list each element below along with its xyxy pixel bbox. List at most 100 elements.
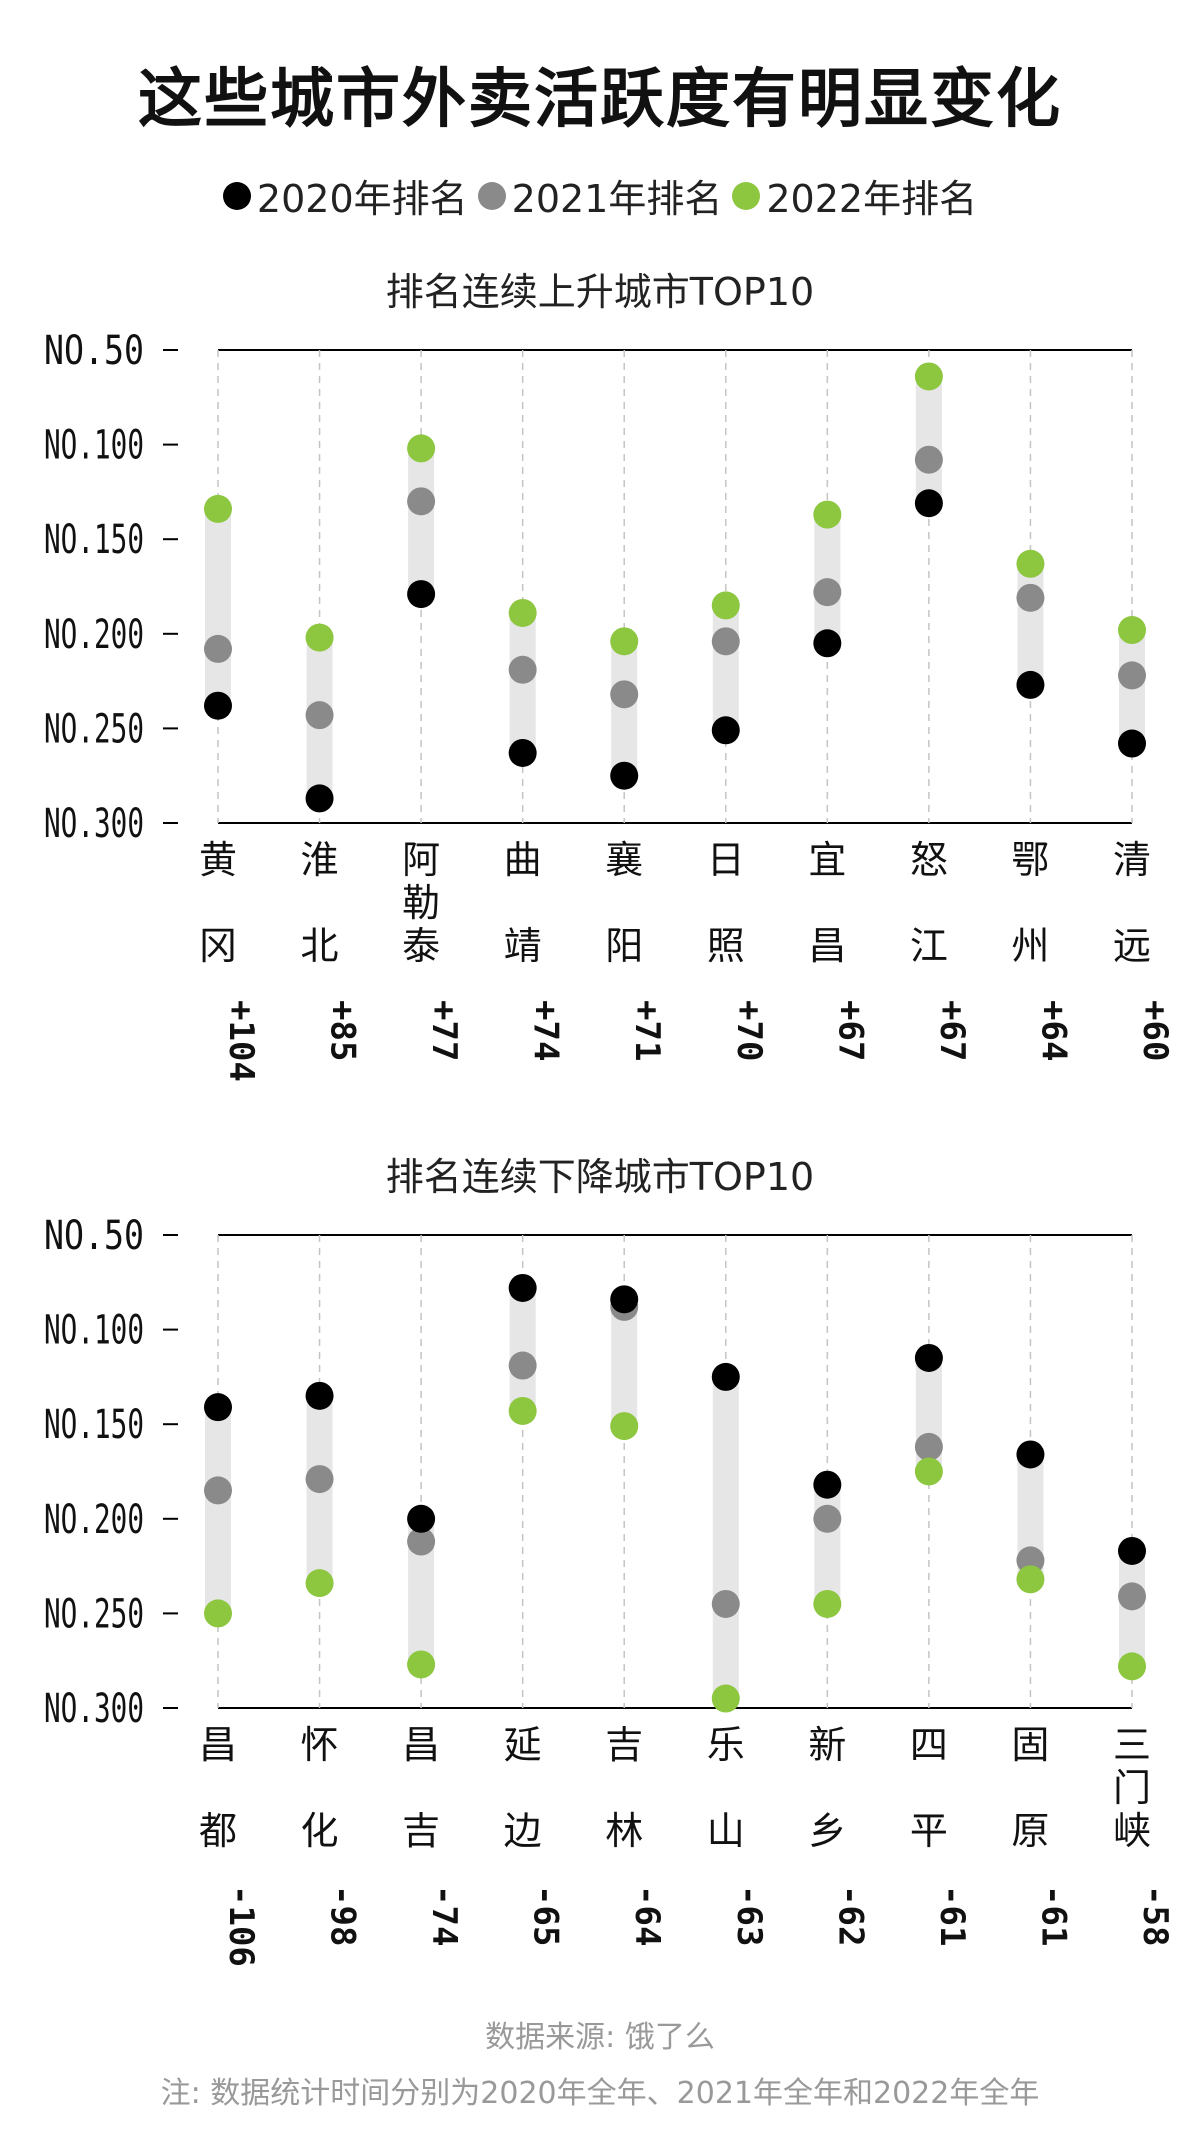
x-category-label: 靖 <box>504 924 542 968</box>
rank-dot <box>305 784 334 813</box>
rank-dot <box>1118 1582 1146 1611</box>
x-category-label: 勒 <box>402 881 440 925</box>
legend-dot-2022 <box>732 181 761 210</box>
y-tick-label: NO.300 <box>44 801 144 847</box>
rank-dot <box>610 680 639 709</box>
rising-cities-chart: 排名连续上升城市TOP10 NO.50 NO.100 NO.150 NO.200 NO.2… <box>44 270 1175 1082</box>
y-tick-label: NO.300 <box>44 1686 144 1732</box>
rank-dot <box>305 1465 334 1494</box>
x-category-label: 泰 <box>402 924 440 968</box>
rank-dot <box>508 598 537 627</box>
x-category-label: 淮 <box>301 838 339 882</box>
x-category-label: 清 <box>1113 838 1151 882</box>
rank-dot <box>305 623 334 652</box>
rank-dot <box>711 591 740 620</box>
rank-dot <box>305 701 334 730</box>
rank-dot <box>407 1527 436 1556</box>
change-label: -98 <box>323 1885 363 1946</box>
rank-dot <box>914 1457 943 1486</box>
change-label: +74 <box>526 1000 566 1061</box>
x-category-label: 日 <box>707 838 745 882</box>
legend-dot-2021 <box>477 181 506 210</box>
range-bar <box>408 448 435 595</box>
change-label: +67 <box>830 1000 870 1061</box>
change-label: -64 <box>627 1885 667 1946</box>
rank-dot <box>813 629 842 658</box>
x-category-label: 边 <box>504 1809 542 1853</box>
range-bar <box>915 376 942 504</box>
rank-dot <box>305 1569 334 1598</box>
x-category-label: 怒 <box>910 838 948 882</box>
x-category-label: 冈 <box>199 924 237 968</box>
rank-dot <box>610 1285 639 1314</box>
change-label: +60 <box>1135 1000 1175 1061</box>
change-label: -106 <box>221 1885 261 1967</box>
change-label: -61 <box>1033 1885 1073 1946</box>
rank-dot <box>813 1470 842 1499</box>
rank-dot <box>813 578 842 607</box>
rank-dot <box>204 634 232 663</box>
y-tick-label: NO.100 <box>44 1308 144 1354</box>
x-category-label: 峡 <box>1113 1809 1151 1853</box>
x-category-label: 照 <box>707 924 745 968</box>
y-tick-label: NO.50 <box>44 1213 144 1259</box>
x-category-label: 昌 <box>402 1723 440 1767</box>
rank-dot <box>914 445 943 474</box>
rank-dot <box>508 1351 537 1380</box>
rank-dot <box>508 1396 537 1425</box>
change-label: -65 <box>526 1885 566 1946</box>
change-label: +70 <box>729 1000 769 1061</box>
change-label: -61 <box>932 1885 972 1946</box>
x-category-label: 远 <box>1113 924 1151 968</box>
x-category-label: 曲 <box>504 838 542 882</box>
change-label: -74 <box>424 1885 464 1946</box>
y-tick-label: NO.200 <box>44 612 144 658</box>
legend-dot-2020 <box>222 181 251 210</box>
x-category-label: 阿 <box>402 838 440 882</box>
legend-label-2021: 2021年排名 <box>511 177 723 221</box>
rank-dot <box>1118 1536 1146 1565</box>
footnote: 注: 数据统计时间分别为2020年全年、2021年全年和2022年全年 <box>160 2076 1040 2111</box>
legend-label-2020: 2020年排名 <box>256 177 468 221</box>
source-note: 数据来源: 饿了么 <box>485 2020 715 2055</box>
rank-dot <box>711 716 740 745</box>
x-category-label: 原 <box>1011 1809 1049 1853</box>
y-tick-label: NO.100 <box>44 423 144 469</box>
x-category-label: 阳 <box>605 924 643 968</box>
chart-title: 排名连续下降城市TOP10 <box>386 1155 814 1199</box>
range-bar <box>712 1376 739 1699</box>
rank-dot <box>914 1343 943 1372</box>
y-tick-label: NO.250 <box>44 706 144 752</box>
change-label: -63 <box>729 1885 769 1946</box>
y-tick-label: NO.250 <box>44 1591 144 1637</box>
change-label: +67 <box>932 1000 972 1061</box>
range-bar <box>611 641 638 776</box>
x-category-label: 吉 <box>605 1723 643 1767</box>
legend: 2020年排名 2021年排名 2022年排名 <box>0 168 1200 223</box>
rank-dot <box>1016 670 1045 699</box>
rank-dot <box>204 1393 232 1422</box>
rank-dot <box>711 1589 740 1618</box>
y-tick-label: NO.150 <box>44 1402 144 1448</box>
change-label: +71 <box>627 1000 667 1061</box>
x-category-label: 四 <box>910 1723 948 1767</box>
x-category-label: 乡 <box>808 1809 846 1853</box>
rank-dot <box>711 627 740 656</box>
rank-dot <box>508 1273 537 1302</box>
rank-dot <box>1118 661 1146 690</box>
rank-dot <box>1016 583 1045 612</box>
range-bar <box>1017 563 1044 685</box>
change-label: +85 <box>323 1000 363 1061</box>
rank-dot <box>204 1476 232 1505</box>
range-bar <box>814 1484 841 1604</box>
x-category-label: 山 <box>707 1809 745 1853</box>
x-category-label: 江 <box>910 924 948 968</box>
rank-dot <box>610 761 639 790</box>
x-category-label: 黄 <box>199 838 237 882</box>
rank-dot <box>508 655 537 684</box>
x-category-label: 都 <box>199 1809 237 1853</box>
range-bar <box>205 508 231 706</box>
rank-dot <box>813 1504 842 1533</box>
range-bar <box>712 605 739 731</box>
rank-dot <box>813 1589 842 1618</box>
